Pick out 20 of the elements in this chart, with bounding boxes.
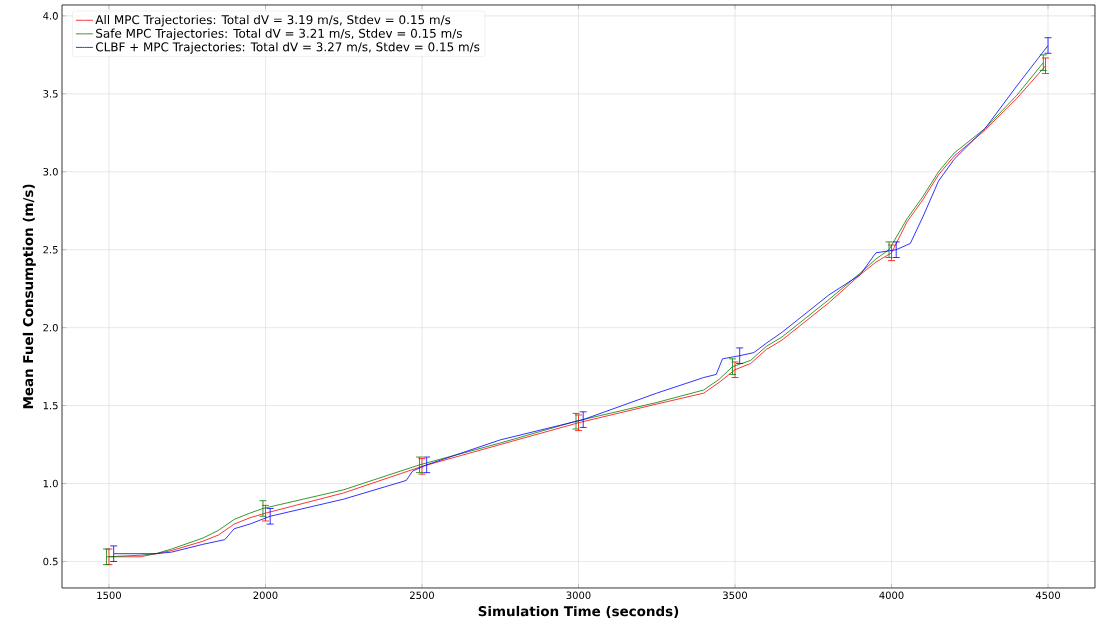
y-tick-label: 3.5 — [43, 90, 58, 98]
y-tick-label: 4.0 — [43, 12, 58, 20]
x-tick-label: 3000 — [566, 591, 591, 600]
y-tick-label: 1.0 — [43, 479, 58, 488]
x-axis-title: Simulation Time (seconds) — [478, 605, 679, 618]
x-tick-label: 3500 — [723, 591, 748, 600]
y-axis-title: Mean Fuel Consumption (m/s) — [22, 184, 36, 409]
y-tick-label: 3.0 — [43, 167, 58, 176]
y-tick-label: 0.5 — [43, 557, 58, 566]
x-tick-label: 4000 — [879, 591, 904, 600]
y-tick-label: 2.0 — [43, 323, 58, 332]
legend-label: All MPC Trajectories: Total dV = 3.19 m/s, Stdev = 0.15 m/s — [95, 14, 451, 27]
legend-label: Safe MPC Trajectories: Total dV = 3.21 m/s, Stdev = 0.15 m/s — [96, 28, 462, 41]
legend-label: CLBF + MPC Trajectories: Total dV = 3.27 m/s, Stdev = 0.15 m/s — [95, 42, 480, 54]
x-tick-label: 1500 — [97, 591, 121, 600]
x-tick-label: 2500 — [410, 591, 434, 600]
x-tick-label: 2000 — [253, 591, 278, 600]
y-tick-label: 2.5 — [43, 245, 58, 254]
y-tick-label: 1.5 — [43, 401, 58, 410]
x-tick-label: 4500 — [1035, 591, 1061, 600]
